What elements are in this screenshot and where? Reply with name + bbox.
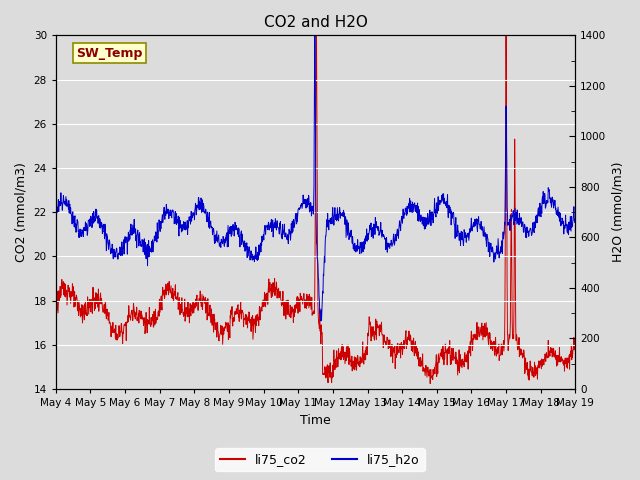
- Y-axis label: CO2 (mmol/m3): CO2 (mmol/m3): [15, 162, 28, 262]
- X-axis label: Time: Time: [300, 414, 331, 427]
- Y-axis label: H2O (mmol/m3): H2O (mmol/m3): [612, 162, 625, 263]
- Legend: li75_co2, li75_h2o: li75_co2, li75_h2o: [215, 448, 425, 471]
- Text: SW_Temp: SW_Temp: [77, 47, 143, 60]
- Title: CO2 and H2O: CO2 and H2O: [264, 15, 367, 30]
